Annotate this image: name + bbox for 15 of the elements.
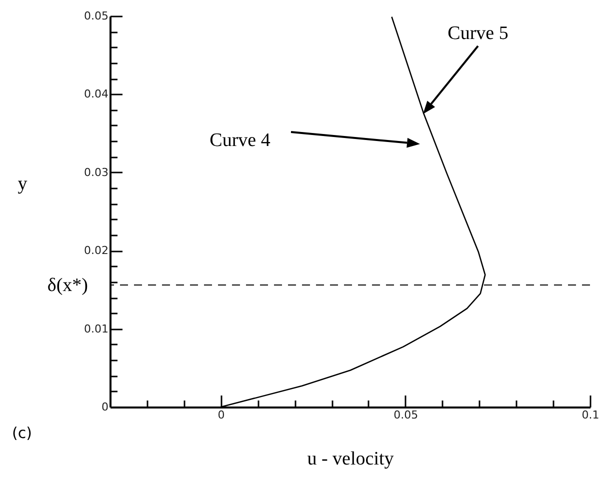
y-tick-label: 0	[102, 400, 108, 414]
y-tick-label: 0.03	[84, 166, 108, 179]
x-tick-label: 0.05	[394, 408, 418, 422]
y-tick-label: 0.01	[84, 322, 108, 336]
x-axis-title: u - velocity	[307, 448, 394, 470]
x-tick-label: 0.1	[582, 408, 600, 422]
y-tick-label: 0.02	[84, 244, 108, 258]
ref-line-label: δ(x*)	[47, 275, 88, 296]
annotation: Curve 4	[210, 130, 271, 151]
annotation: Curve 5	[448, 23, 508, 44]
x-tick-label: 0	[218, 408, 225, 422]
y-tick-label: 0.05	[84, 10, 108, 22]
y-axis-title: y	[18, 174, 28, 194]
y-tick-label: 0.04	[84, 88, 108, 101]
text: (c)	[12, 424, 32, 442]
